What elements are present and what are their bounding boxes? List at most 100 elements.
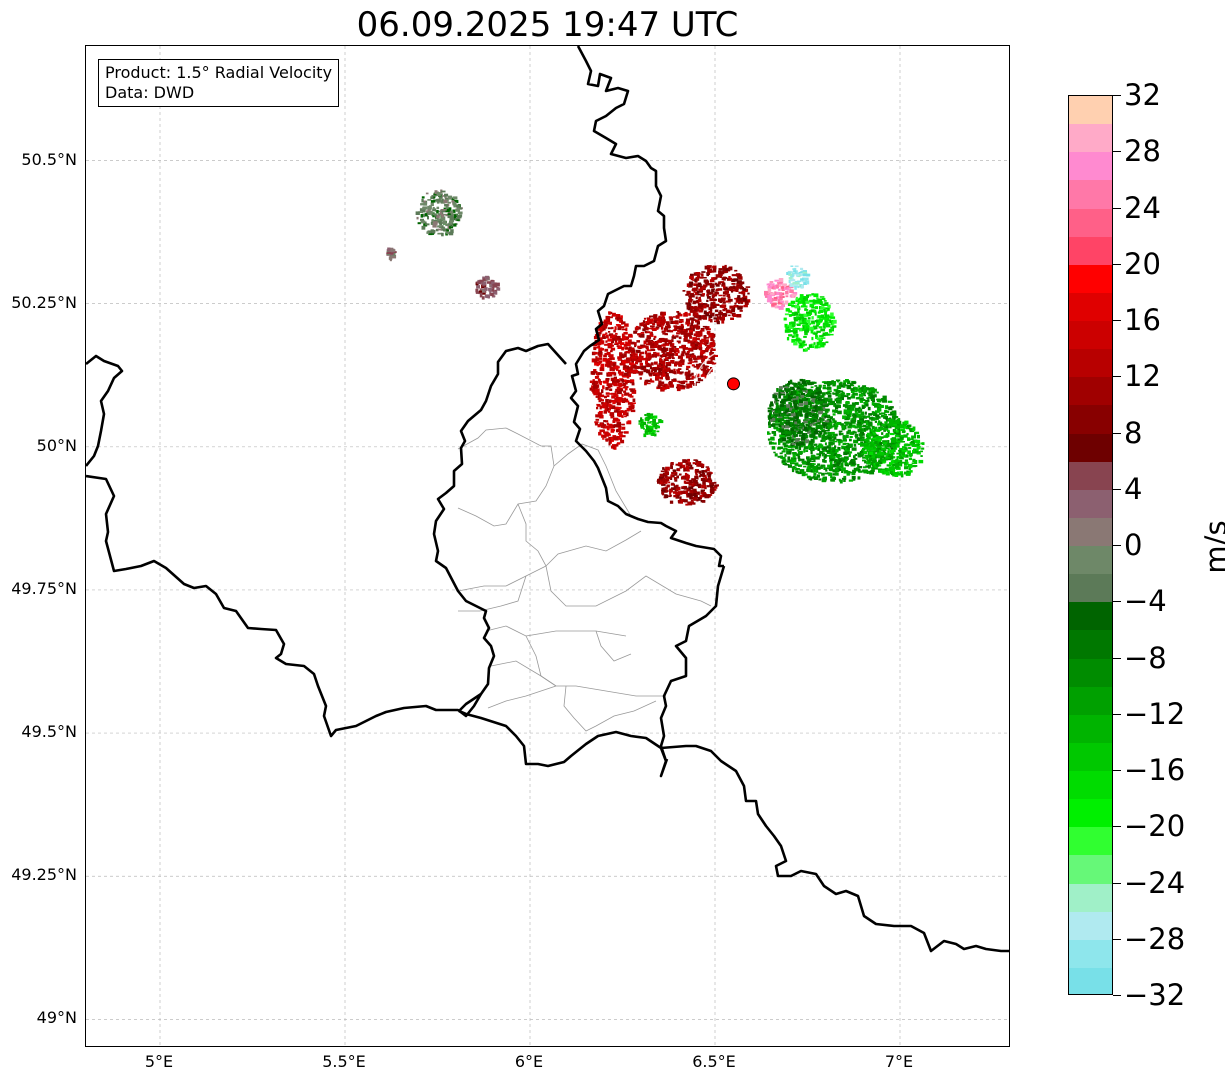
colorbar-segment xyxy=(1069,742,1112,772)
colorbar-tick xyxy=(1113,263,1121,265)
radar-site-marker[interactable] xyxy=(727,377,740,391)
colorbar-segment xyxy=(1069,124,1112,153)
colorbar-tick xyxy=(1113,770,1121,771)
colorbar-tick xyxy=(1113,826,1121,828)
colorbar-segment xyxy=(1069,574,1112,603)
colorbar-tick-label: −24 xyxy=(1124,865,1186,900)
colorbar xyxy=(1068,95,1113,995)
colorbar-segment xyxy=(1069,349,1112,378)
echo-outbound-westedge xyxy=(589,311,639,450)
commune-line xyxy=(457,427,555,527)
colorbar-segment xyxy=(1069,911,1112,941)
colorbar-tick-label: −12 xyxy=(1124,696,1186,731)
colorbar-segment xyxy=(1069,855,1112,884)
grid-lines xyxy=(86,46,1009,1046)
map-title: 06.09.2025 19:47 UTC xyxy=(356,5,739,45)
colorbar-segment xyxy=(1069,489,1112,519)
colorbar-tick xyxy=(1113,151,1121,153)
echo-clutter-nw-c xyxy=(386,247,397,262)
colorbar-tick xyxy=(1113,657,1121,659)
colorbar-tick xyxy=(1113,995,1121,996)
echo-inbound-west-patch xyxy=(638,412,664,438)
commune-line xyxy=(458,575,527,612)
radar-map[interactable]: Product: 1.5° Radial Velocity Data: DWD xyxy=(85,45,1010,1047)
lat-tick-label: 49°N xyxy=(36,1008,77,1028)
lon-tick-label: 6.5°E xyxy=(692,1052,736,1071)
colorbar-segment xyxy=(1069,292,1112,322)
border-belgium-netherlands-west xyxy=(86,354,124,467)
colorbar-tick xyxy=(1113,601,1121,603)
lon-tick-label: 5.5°E xyxy=(322,1052,366,1071)
colorbar-segment xyxy=(1069,405,1112,434)
border-germany-belgium xyxy=(569,46,724,568)
colorbar-segment xyxy=(1069,180,1112,209)
colorbar-segment xyxy=(1069,96,1112,125)
colorbar-tick xyxy=(1113,207,1121,209)
commune-line xyxy=(553,443,632,517)
colorbar-tick-label: −8 xyxy=(1124,640,1167,675)
commune-line xyxy=(545,565,712,607)
colorbar-tick xyxy=(1113,320,1121,321)
colorbar-tick xyxy=(1113,545,1121,546)
data-source-label: Data: DWD xyxy=(105,83,195,102)
colorbar-tick-label: −4 xyxy=(1124,584,1167,619)
range-rings xyxy=(694,348,772,426)
colorbar-segment xyxy=(1069,461,1112,491)
lat-tick-label: 49.75°N xyxy=(11,578,77,598)
colorbar-segment xyxy=(1069,517,1112,547)
country-borders xyxy=(86,46,1009,953)
colorbar-tick xyxy=(1113,882,1121,884)
colorbar-segment xyxy=(1069,377,1112,406)
commune-line xyxy=(485,625,627,637)
border-france-luxembourg xyxy=(458,709,668,768)
colorbar-tick-label: −28 xyxy=(1124,921,1186,956)
colorbar-tick-label: 8 xyxy=(1124,415,1143,450)
commune-line xyxy=(517,503,642,567)
commune-line xyxy=(487,685,557,709)
lat-tick-label: 49.5°N xyxy=(21,722,77,742)
velocity-echoes xyxy=(386,189,925,506)
colorbar-segment xyxy=(1069,827,1112,856)
lat-tick-label: 50.25°N xyxy=(11,292,77,312)
colorbar-tick-label: 16 xyxy=(1124,303,1161,337)
echo-clutter-nw-a xyxy=(415,189,463,237)
lon-tick-label: 5°E xyxy=(144,1052,174,1071)
border-luxembourg xyxy=(432,342,567,712)
colorbar-tick xyxy=(1113,713,1121,715)
colorbar-tick-label: −20 xyxy=(1124,809,1186,844)
colorbar-segment xyxy=(1069,321,1112,350)
colorbar-tick xyxy=(1113,95,1121,96)
border-luxembourg-east xyxy=(659,565,726,778)
echo-outbound-core-west xyxy=(627,311,718,392)
colorbar-tick-label: −32 xyxy=(1124,978,1186,1012)
echo-clutter-nw-b xyxy=(475,275,501,300)
colorbar-segment xyxy=(1069,152,1112,181)
echo-inbound-northeast xyxy=(783,293,837,352)
product-label: Product: 1.5° Radial Velocity xyxy=(105,63,333,82)
colorbar-segment xyxy=(1069,771,1112,800)
lon-tick-label: 7°E xyxy=(884,1052,914,1071)
colorbar-tick-label: 24 xyxy=(1124,190,1161,225)
colorbar-segment xyxy=(1069,546,1112,575)
colorbar-tick-label: 32 xyxy=(1124,78,1161,112)
colorbar-segment xyxy=(1069,602,1112,631)
echo-cyan-north xyxy=(786,265,811,290)
colorbar-tick xyxy=(1113,376,1121,378)
range-ring xyxy=(714,368,752,406)
commune-line xyxy=(595,630,632,662)
product-info-box: Product: 1.5° Radial Velocity Data: DWD xyxy=(98,59,340,107)
colorbar-tick xyxy=(1113,432,1121,434)
border-france-germany xyxy=(660,744,1009,953)
colorbar-tick xyxy=(1113,938,1121,940)
lat-tick-label: 50°N xyxy=(36,435,77,455)
echo-outbound-north xyxy=(682,264,751,325)
colorbar-segment xyxy=(1069,799,1112,828)
lat-tick-label: 49.25°N xyxy=(11,865,77,885)
colorbar-unit: m/s xyxy=(1199,520,1225,574)
colorbar-segment xyxy=(1069,714,1112,744)
colorbar-tick-label: −16 xyxy=(1124,753,1186,787)
lat-tick-label: 50.5°N xyxy=(21,149,77,169)
colorbar-tick-label: 20 xyxy=(1124,246,1161,281)
range-ring xyxy=(704,358,762,416)
commune-line xyxy=(457,565,547,592)
